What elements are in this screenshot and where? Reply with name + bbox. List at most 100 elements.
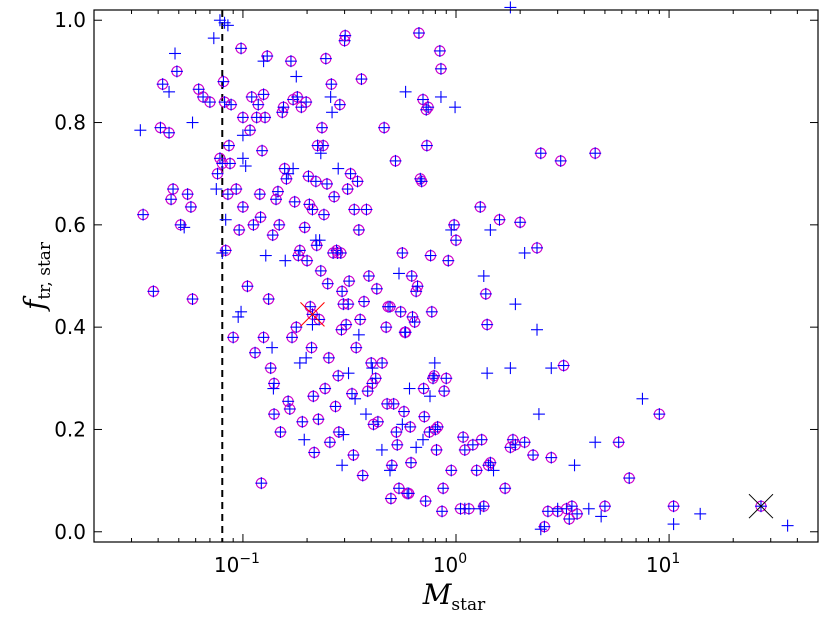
chart-marks [134, 1, 794, 542]
data-point-circled [328, 190, 341, 203]
data-point-circled [274, 426, 287, 439]
data-point-plus [134, 124, 147, 137]
data-point-circled [252, 98, 265, 111]
data-point-circled [396, 246, 409, 259]
data-point-circled [434, 62, 447, 75]
data-point-plus [458, 502, 471, 515]
data-point-circled [241, 280, 254, 293]
data-point-plus [236, 152, 249, 165]
data-point-circled [273, 218, 286, 231]
data-point-circled [623, 472, 636, 485]
data-point-circled [236, 111, 249, 124]
data-point-circled [277, 101, 290, 114]
data-point-circled [405, 456, 418, 469]
data-point-plus [239, 160, 252, 173]
data-point-circled [557, 359, 570, 372]
data-point-plus [410, 441, 423, 454]
data-point-circled [563, 512, 576, 525]
data-point-circled [387, 397, 400, 410]
data-point-circled [450, 234, 462, 247]
data-point-circled [356, 469, 369, 482]
x-axis-label: Mstar [422, 578, 486, 615]
data-point-circled [598, 500, 611, 513]
data-point-circled [423, 426, 436, 439]
data-point-plus [449, 101, 462, 114]
data-point-plus [568, 459, 581, 472]
data-point-circled [458, 443, 471, 456]
data-point-circled [186, 293, 199, 306]
data-point-plus [232, 310, 245, 323]
data-point-circled [257, 88, 270, 101]
data-point-circled [477, 500, 490, 513]
data-point-circled [399, 326, 412, 339]
data-point-circled [154, 121, 167, 134]
y-tick-label: 0.2 [54, 417, 86, 441]
data-point-circled [137, 208, 150, 221]
data-point-circled [347, 449, 360, 462]
data-point-circled [482, 459, 495, 472]
data-point-plus [169, 47, 182, 60]
x-tick-label: 10−1 [214, 551, 260, 577]
data-point-circled [351, 175, 364, 188]
data-point-plus [216, 246, 229, 259]
data-point-circled [448, 218, 461, 231]
data-point-circled [329, 400, 342, 413]
data-point-circled [370, 282, 383, 295]
data-point-circled [304, 300, 317, 313]
data-point-circled [425, 305, 438, 318]
data-point-plus [219, 213, 232, 226]
data-point-circled [380, 321, 393, 334]
data-point-plus [667, 518, 680, 531]
data-point-plus [336, 459, 349, 472]
data-point-circled [352, 223, 365, 236]
data-point-circled [437, 482, 450, 495]
data-point-circled [308, 446, 321, 459]
data-point-circled [271, 185, 284, 198]
data-point-circled [422, 101, 435, 114]
data-point-plus [337, 428, 350, 441]
data-point-circled [534, 147, 547, 160]
data-point-circled [343, 275, 356, 288]
data-point-circled [383, 300, 396, 313]
data-point-circled [333, 98, 346, 111]
data-point-circled [385, 459, 398, 472]
data-point-circled [350, 341, 363, 354]
data-point-circled [244, 124, 257, 137]
data-point-circled [390, 426, 403, 439]
data-point-plus [428, 356, 441, 369]
data-point-circled [429, 423, 442, 436]
data-point-circled [493, 213, 506, 226]
data-point-circled [571, 507, 584, 520]
data-point-circled [282, 395, 295, 408]
data-point-plus [518, 246, 531, 259]
highlight-cross-marker [748, 493, 774, 519]
data-point-circled [653, 408, 666, 421]
data-point-plus [313, 234, 326, 247]
data-point-plus [186, 116, 199, 129]
data-point-plus [781, 519, 794, 532]
data-point-plus [178, 221, 191, 234]
data-point-plus [236, 129, 249, 142]
data-point-circled [319, 382, 332, 395]
data-point-circled [339, 29, 352, 42]
data-point-circled [334, 246, 347, 259]
data-point-circled [514, 216, 527, 229]
data-point-circled [392, 482, 405, 495]
data-point-circled [300, 96, 313, 109]
data-point-circled [360, 203, 373, 216]
data-point-plus [477, 270, 490, 282]
data-point-circled [268, 408, 281, 421]
data-point-circled [348, 203, 361, 216]
data-point-circled [230, 183, 243, 196]
data-point-circled [340, 318, 353, 331]
data-point-circled [470, 464, 483, 477]
data-point-plus [551, 502, 564, 515]
data-point-plus [481, 367, 494, 380]
data-point-circled [369, 372, 382, 385]
data-point-circled [255, 477, 268, 490]
data-point-plus [314, 147, 327, 160]
data-point-circled [225, 98, 238, 111]
data-point-circled [322, 351, 335, 364]
data-point-circled [266, 229, 279, 242]
